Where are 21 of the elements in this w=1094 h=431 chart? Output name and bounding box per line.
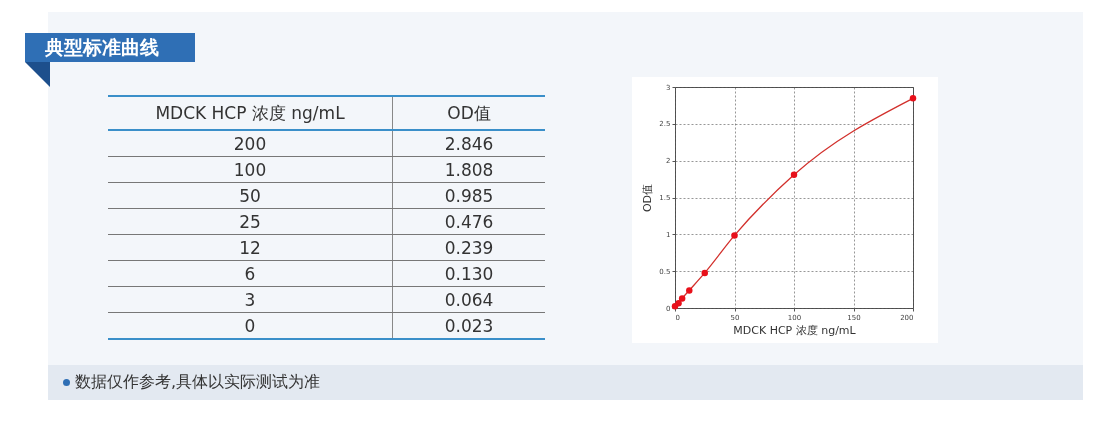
- text: OD值: [392, 96, 545, 130]
- text: 0.023: [444, 315, 494, 336]
- category-label: 100: [108, 156, 393, 183]
- category-label: 3: [108, 286, 393, 313]
- text: 典型标准曲线: [25, 33, 195, 62]
- text: 0.064: [444, 289, 494, 310]
- category-label: 6: [108, 260, 393, 287]
- category-label: 50: [108, 182, 393, 209]
- category-label: 200: [108, 130, 393, 157]
- text: 0.985: [444, 185, 494, 206]
- text: 0.239: [444, 237, 494, 258]
- text: 0.476: [444, 211, 494, 232]
- category-label: 12: [108, 234, 393, 261]
- text: 数据仅作参考,具体以实际测试为准: [75, 372, 321, 393]
- text: 0.130: [444, 263, 494, 284]
- text: 1.808: [444, 159, 494, 180]
- category-label: 25: [108, 208, 393, 235]
- x-axis-title: MDCK HCP 浓度 ng/mL: [733, 323, 857, 337]
- text: MDCK HCP 浓度 ng/mL: [108, 96, 393, 130]
- y-axis-title: OD值: [641, 183, 655, 213]
- text: 2.846: [444, 133, 494, 154]
